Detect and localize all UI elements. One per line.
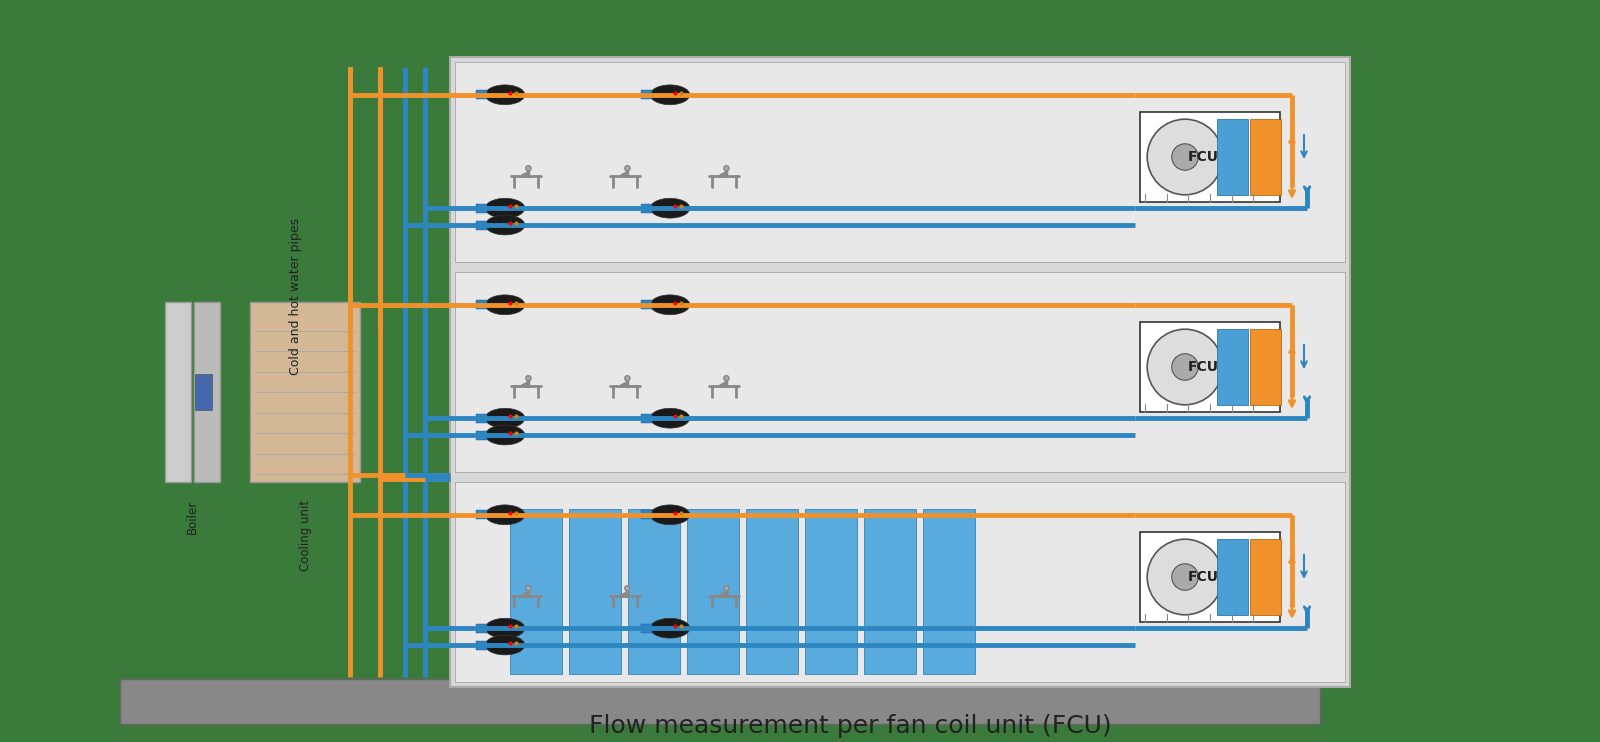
Text: FCU: FCU bbox=[1187, 360, 1219, 374]
FancyBboxPatch shape bbox=[477, 510, 486, 519]
FancyBboxPatch shape bbox=[165, 302, 192, 482]
FancyBboxPatch shape bbox=[194, 302, 221, 482]
FancyBboxPatch shape bbox=[864, 509, 917, 674]
Ellipse shape bbox=[485, 215, 525, 235]
Circle shape bbox=[723, 585, 730, 591]
Circle shape bbox=[1147, 329, 1222, 405]
Circle shape bbox=[1171, 354, 1198, 380]
Ellipse shape bbox=[485, 635, 525, 655]
Text: FCU: FCU bbox=[1187, 570, 1219, 584]
Ellipse shape bbox=[485, 198, 525, 218]
FancyBboxPatch shape bbox=[1139, 112, 1280, 202]
FancyBboxPatch shape bbox=[746, 509, 798, 674]
Circle shape bbox=[526, 585, 531, 591]
FancyBboxPatch shape bbox=[477, 220, 486, 229]
FancyBboxPatch shape bbox=[454, 62, 1346, 262]
Ellipse shape bbox=[650, 198, 690, 218]
FancyBboxPatch shape bbox=[454, 482, 1346, 682]
Ellipse shape bbox=[650, 85, 690, 105]
Circle shape bbox=[723, 165, 730, 171]
Ellipse shape bbox=[650, 618, 690, 638]
Ellipse shape bbox=[650, 505, 690, 525]
Text: Cooling unit: Cooling unit bbox=[299, 500, 312, 571]
FancyBboxPatch shape bbox=[450, 57, 1350, 687]
Circle shape bbox=[526, 165, 531, 171]
FancyBboxPatch shape bbox=[805, 509, 858, 674]
FancyBboxPatch shape bbox=[510, 509, 562, 674]
Circle shape bbox=[1147, 119, 1222, 195]
FancyBboxPatch shape bbox=[477, 430, 486, 439]
Circle shape bbox=[624, 165, 630, 171]
FancyBboxPatch shape bbox=[477, 91, 486, 99]
FancyBboxPatch shape bbox=[1250, 539, 1280, 615]
FancyBboxPatch shape bbox=[627, 509, 680, 674]
Ellipse shape bbox=[650, 408, 690, 428]
FancyBboxPatch shape bbox=[642, 301, 653, 309]
Circle shape bbox=[723, 375, 730, 381]
FancyBboxPatch shape bbox=[1218, 119, 1248, 195]
FancyBboxPatch shape bbox=[1218, 329, 1248, 405]
FancyBboxPatch shape bbox=[477, 624, 486, 633]
FancyBboxPatch shape bbox=[923, 509, 974, 674]
FancyBboxPatch shape bbox=[1250, 329, 1280, 405]
Circle shape bbox=[624, 375, 630, 381]
FancyBboxPatch shape bbox=[120, 679, 1320, 724]
FancyBboxPatch shape bbox=[477, 301, 486, 309]
FancyBboxPatch shape bbox=[1250, 119, 1280, 195]
Ellipse shape bbox=[650, 295, 690, 315]
Circle shape bbox=[1171, 564, 1198, 590]
FancyBboxPatch shape bbox=[1139, 532, 1280, 622]
Ellipse shape bbox=[485, 425, 525, 445]
FancyBboxPatch shape bbox=[642, 414, 653, 423]
FancyBboxPatch shape bbox=[1218, 539, 1248, 615]
Ellipse shape bbox=[485, 295, 525, 315]
Circle shape bbox=[1171, 144, 1198, 170]
FancyBboxPatch shape bbox=[1139, 322, 1280, 412]
FancyBboxPatch shape bbox=[454, 272, 1346, 472]
Ellipse shape bbox=[485, 408, 525, 428]
FancyBboxPatch shape bbox=[642, 204, 653, 213]
FancyBboxPatch shape bbox=[570, 509, 621, 674]
FancyBboxPatch shape bbox=[642, 510, 653, 519]
FancyBboxPatch shape bbox=[642, 624, 653, 633]
FancyBboxPatch shape bbox=[250, 302, 360, 482]
FancyBboxPatch shape bbox=[477, 204, 486, 213]
Ellipse shape bbox=[485, 85, 525, 105]
Text: Cold and hot water pipes: Cold and hot water pipes bbox=[288, 218, 301, 375]
FancyBboxPatch shape bbox=[477, 640, 486, 649]
FancyBboxPatch shape bbox=[686, 509, 739, 674]
Text: FCU: FCU bbox=[1187, 150, 1219, 164]
FancyBboxPatch shape bbox=[477, 414, 486, 423]
Circle shape bbox=[526, 375, 531, 381]
FancyBboxPatch shape bbox=[642, 91, 653, 99]
Ellipse shape bbox=[485, 618, 525, 638]
Ellipse shape bbox=[485, 505, 525, 525]
Text: Boiler: Boiler bbox=[186, 500, 198, 534]
Circle shape bbox=[624, 585, 630, 591]
Text: Flow measurement per fan coil unit (FCU): Flow measurement per fan coil unit (FCU) bbox=[589, 714, 1112, 738]
Circle shape bbox=[1147, 539, 1222, 615]
FancyBboxPatch shape bbox=[195, 374, 211, 410]
